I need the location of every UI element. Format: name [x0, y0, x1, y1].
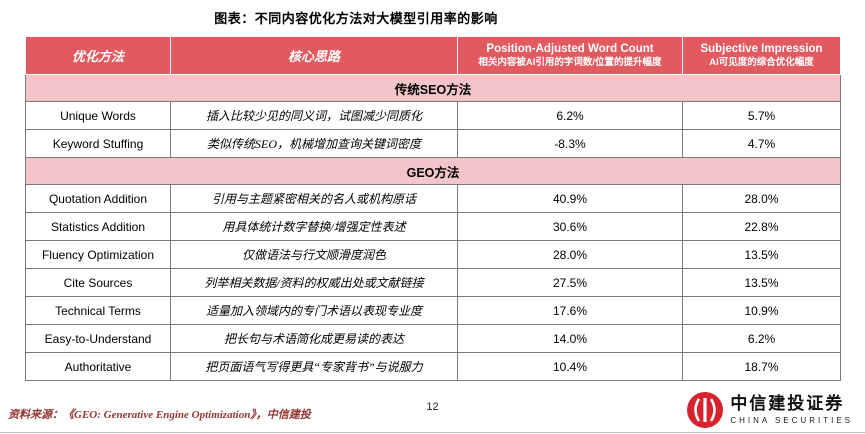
header-method-label: 优化方法: [71, 49, 124, 64]
si-cell: 4.7%: [682, 129, 841, 158]
si-cell: 13.5%: [682, 240, 841, 269]
company-logo-icon: [687, 392, 724, 428]
table-header-row: 优化方法 核心思路 Position-Adjusted Word Count 相…: [25, 36, 841, 75]
si-cell: 22.8%: [682, 212, 841, 241]
idea-cell: 插入比较少见的同义词，试图减少同质化: [170, 101, 458, 130]
optimization-table: 优化方法 核心思路 Position-Adjusted Word Count 相…: [25, 36, 841, 381]
table-row: Keyword Stuffing 类似传统SEO，机械增加查询关键词密度 -8.…: [25, 129, 841, 158]
idea-cell: 把页面语气写得更具“专家背书”与说服力: [170, 352, 458, 381]
method-cell: Unique Words: [25, 101, 171, 130]
method-cell: Technical Terms: [25, 296, 171, 325]
idea-cell: 用具体统计数字替换/增强定性表述: [170, 212, 458, 241]
method-cell: Quotation Addition: [25, 184, 171, 213]
source-note: 资料来源：《GEO: Generative Engine Optimizatio…: [8, 409, 311, 421]
section-title: GEO方法: [25, 157, 841, 185]
section-row-traditional-seo: 传统SEO方法: [25, 74, 841, 102]
idea-cell: 仅做语法与行文顺滑度润色: [170, 240, 458, 269]
section-title: 传统SEO方法: [25, 74, 841, 102]
header-pawc-sublabel: 相关内容被AI引用的字词数/位置的提升幅度: [478, 56, 662, 68]
method-cell: Statistics Addition: [25, 212, 171, 241]
pawc-cell: 28.0%: [457, 240, 683, 269]
method-cell: Authoritative: [25, 352, 171, 381]
pawc-cell: 6.2%: [457, 101, 683, 130]
bottom-divider: [0, 432, 865, 433]
table-row: Fluency Optimization 仅做语法与行文顺滑度润色 28.0% …: [25, 240, 841, 269]
company-name-cn: 中信建投证券: [730, 394, 845, 414]
company-name-en: CHINA SECURITIES: [730, 415, 853, 425]
header-idea: 核心思路: [170, 36, 458, 75]
pawc-cell: 30.6%: [457, 212, 683, 241]
table-row: Cite Sources 列举相关数据/资料的权威出处或文献链接 27.5% 1…: [25, 268, 841, 297]
pawc-cell: 27.5%: [457, 268, 683, 297]
si-cell: 6.2%: [682, 324, 841, 353]
pawc-cell: 40.9%: [457, 184, 683, 213]
si-cell: 5.7%: [682, 101, 841, 130]
table-row: Quotation Addition 引用与主题紧密相关的名人或机构原话 40.…: [25, 184, 841, 213]
idea-cell: 类似传统SEO，机械增加查询关键词密度: [170, 129, 458, 158]
si-cell: 28.0%: [682, 184, 841, 213]
header-si-label: Subjective Impression: [700, 43, 823, 56]
table-row: Statistics Addition 用具体统计数字替换/增强定性表述 30.…: [25, 212, 841, 241]
method-cell: Fluency Optimization: [25, 240, 171, 269]
method-cell: Keyword Stuffing: [25, 129, 171, 158]
method-cell: Cite Sources: [25, 268, 171, 297]
table-row: Easy-to-Understand 把长句与术语简化成更易读的表达 14.0%…: [25, 324, 841, 353]
header-idea-label: 核心思路: [287, 49, 340, 64]
table-row: Authoritative 把页面语气写得更具“专家背书”与说服力 10.4% …: [25, 352, 841, 381]
si-cell: 18.7%: [682, 352, 841, 381]
page-title: 图表：不同内容优化方法对大模型引用率的影响: [214, 11, 498, 26]
page-number: 12: [426, 401, 439, 413]
pawc-cell: 10.4%: [457, 352, 683, 381]
header-si: Subjective Impression AI可见度的综合优化幅度: [682, 36, 841, 75]
si-cell: 13.5%: [682, 268, 841, 297]
idea-cell: 引用与主题紧密相关的名人或机构原话: [170, 184, 458, 213]
method-cell: Easy-to-Understand: [25, 324, 171, 353]
table-row: Unique Words 插入比较少见的同义词，试图减少同质化 6.2% 5.7…: [25, 101, 841, 130]
pawc-cell: 17.6%: [457, 296, 683, 325]
pawc-cell: 14.0%: [457, 324, 683, 353]
company-logo-text: 中信建投证券 CHINA SECURITIES: [730, 394, 853, 425]
pawc-cell: -8.3%: [457, 129, 683, 158]
idea-cell: 列举相关数据/资料的权威出处或文献链接: [170, 268, 458, 297]
header-pawc: Position-Adjusted Word Count 相关内容被AI引用的字…: [457, 36, 683, 75]
company-logo: 中信建投证券 CHINA SECURITIES: [686, 391, 853, 429]
si-cell: 10.9%: [682, 296, 841, 325]
header-method: 优化方法: [25, 36, 171, 75]
idea-cell: 把长句与术语简化成更易读的表达: [170, 324, 458, 353]
header-pawc-label: Position-Adjusted Word Count: [486, 43, 654, 56]
idea-cell: 适量加入领域内的专门术语以表现专业度: [170, 296, 458, 325]
section-row-geo: GEO方法: [25, 157, 841, 185]
table-row: Technical Terms 适量加入领域内的专门术语以表现专业度 17.6%…: [25, 296, 841, 325]
header-si-sublabel: AI可见度的综合优化幅度: [709, 56, 814, 68]
